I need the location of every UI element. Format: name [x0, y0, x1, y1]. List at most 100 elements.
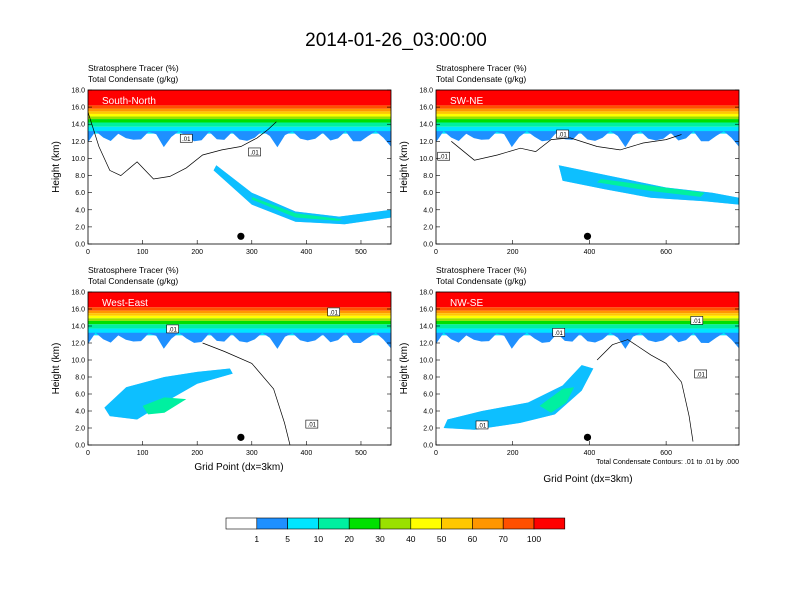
x-tick-label: 0: [86, 450, 90, 457]
y-axis-label: Height (km): [399, 343, 410, 395]
contour-label-box: [305, 419, 319, 429]
y-tick-label: 16.0: [419, 307, 433, 314]
tracer-band: [88, 307, 391, 311]
panel-title-condensate: Total Condensate (g/kg): [436, 74, 526, 84]
contour-label: .01: [555, 331, 564, 337]
tracer-band: [436, 328, 739, 336]
colorbar-label: 40: [406, 534, 416, 544]
contour-label-box: [694, 369, 707, 379]
tracer-band: [436, 313, 739, 316]
x-tick-label: 500: [355, 249, 367, 256]
y-axis-label: Height (km): [399, 141, 410, 193]
tracer-plume-core: [251, 196, 342, 221]
tracer-band: [88, 310, 391, 314]
y-tick-label: 18.0: [71, 290, 85, 297]
contour-label-box: [556, 129, 569, 139]
x-tick-label: 400: [301, 450, 313, 457]
x-tick-label: 500: [355, 450, 367, 457]
y-tick-label: 8.0: [75, 375, 85, 382]
plot-frame: [435, 89, 740, 245]
tracer-plume-inner: [558, 165, 739, 205]
colorbar-label: 70: [498, 534, 508, 544]
chart-panel-4: .01 .01 .01 .01 NW-SE Stratosphere Tracer (%)…: [399, 265, 740, 457]
panel-label: South-North: [102, 96, 156, 107]
plot-area: .01 .01: [88, 90, 391, 240]
tracer-band: [436, 292, 739, 308]
contour-label: .01: [330, 310, 339, 316]
contour-label: .01: [696, 372, 705, 378]
panel-title-tracer: Stratosphere Tracer (%): [436, 265, 527, 275]
x-tick-label: 200: [191, 249, 203, 256]
contour-label: .01: [693, 319, 702, 325]
x-tick-label: 400: [584, 450, 596, 457]
tracer-plume-core: [142, 397, 187, 415]
colorbar: 1 5 10 20 30 40 50 60 70 100: [225, 517, 566, 544]
chart-panel-1: .01 .01 South-North Stratosphere Tracer (%)…: [51, 63, 392, 256]
contour-label: .01: [558, 132, 567, 138]
tracer-band: [88, 113, 391, 117]
tracer-band: [88, 126, 391, 134]
colorbar-label: 30: [375, 534, 385, 544]
tracer-plume-inner: [213, 165, 391, 225]
plot-area: .01 .01: [436, 90, 739, 240]
x-tick-label: 400: [584, 249, 596, 256]
y-tick-label: 2.0: [75, 426, 85, 433]
x-tick-label: 0: [434, 249, 438, 256]
tracer-band: [88, 292, 391, 308]
tracer-band: [436, 108, 739, 112]
y-axis-label: Height (km): [51, 141, 62, 193]
colorbar-label: 50: [437, 534, 447, 544]
colorbar-swatch: [225, 517, 258, 530]
x-tick-label: 200: [507, 450, 519, 457]
y-tick-label: 0.0: [75, 242, 85, 249]
y-tick-label: 6.0: [75, 392, 85, 399]
y-axis-label: Height (km): [51, 343, 62, 395]
contour-label: .01: [478, 423, 487, 429]
colorbar-swatch: [472, 517, 504, 530]
panel-title-condensate: Total Condensate (g/kg): [88, 276, 178, 286]
plot-frame: [435, 291, 740, 446]
x-tick-label: 600: [660, 450, 672, 457]
chart-panel-2: .01 .01 SW-NE Stratosphere Tracer (%)Total …: [399, 63, 740, 256]
x-tick-label: 100: [137, 249, 149, 256]
panel-label: West-East: [102, 298, 148, 309]
tracer-edge: [436, 332, 739, 349]
y-tick-label: 4.0: [75, 409, 85, 416]
colorbar-label: 100: [527, 534, 541, 544]
panel-title-condensate: Total Condensate (g/kg): [88, 74, 178, 84]
y-tick-label: 14.0: [419, 122, 433, 129]
tracer-band: [436, 105, 739, 109]
tracer-band: [88, 90, 391, 106]
y-tick-label: 18.0: [419, 290, 433, 297]
y-tick-label: 8.0: [423, 173, 433, 180]
tracer-band: [436, 113, 739, 117]
location-marker: [583, 433, 592, 441]
x-tick-label: 600: [660, 249, 672, 256]
colorbar-swatch: [256, 517, 288, 530]
tracer-band: [88, 116, 391, 120]
y-tick-label: 10.0: [419, 156, 433, 163]
colorbar-swatch: [318, 517, 350, 530]
contour-label-box: [690, 316, 704, 325]
tracer-band: [88, 122, 391, 127]
tracer-band: [436, 119, 739, 123]
x-tick-label: 0: [434, 450, 438, 457]
tracer-band: [88, 315, 391, 319]
tracer-plume-inner: [104, 368, 233, 420]
y-tick-label: 14.0: [419, 324, 433, 331]
chart-panel-3: .01 .01 .01 West-East Stratosphere Tracer (%…: [51, 265, 392, 457]
panel-title-tracer: Stratosphere Tracer (%): [88, 63, 179, 73]
y-tick-label: 4.0: [423, 409, 433, 416]
panel-title-tracer: Stratosphere Tracer (%): [88, 265, 179, 275]
y-tick-label: 8.0: [75, 173, 85, 180]
colorbar-swatch: [348, 517, 381, 530]
tracer-band: [436, 116, 739, 120]
y-tick-label: 0.0: [75, 443, 85, 450]
panel-label: NW-SE: [450, 298, 483, 309]
condensate-contour: [596, 339, 694, 442]
y-tick-label: 10.0: [71, 156, 85, 163]
tracer-band: [436, 318, 739, 321]
y-tick-label: 12.0: [419, 139, 433, 146]
tracer-band: [88, 324, 391, 329]
colorbar-swatch: [287, 517, 319, 530]
